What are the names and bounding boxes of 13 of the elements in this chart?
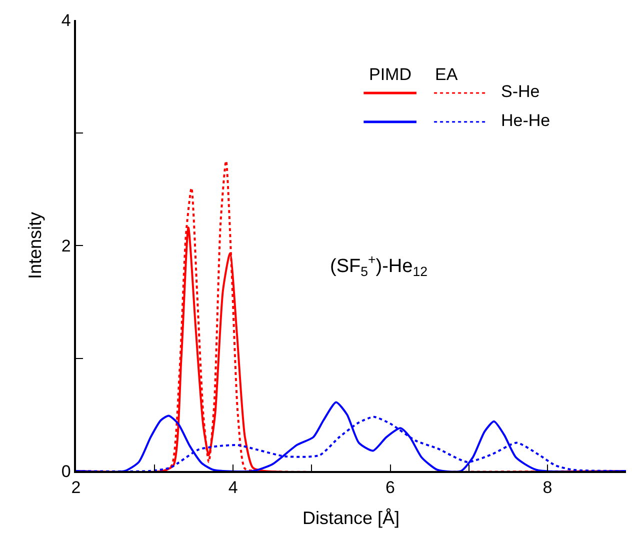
legend-label: S-He: [501, 82, 540, 101]
annotation: (SF$_{5}$$^{+}$)-He$_{12}$: [330, 252, 428, 279]
y-tick-label: 2: [61, 236, 71, 256]
y-tick-label: 4: [61, 10, 71, 30]
y-axis-title: Intensity: [25, 212, 46, 280]
legend-label: He-He: [501, 111, 550, 130]
annotation: EA: [435, 65, 458, 84]
x-tick-label: 6: [386, 478, 396, 498]
x-axis-title: Distance [Å]: [302, 508, 400, 528]
annotation: PIMD: [369, 65, 412, 84]
y-tick-label: 0: [61, 462, 71, 481]
x-tick-label: 4: [228, 478, 238, 498]
x-tick-label: 8: [542, 478, 552, 498]
